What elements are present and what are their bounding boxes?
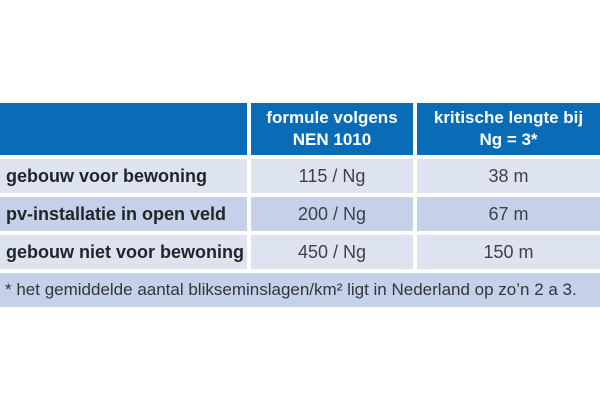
row-formula-value: 450 / Ng	[251, 235, 413, 269]
header-cell-critical-length: kritische lengte bij Ng = 3*	[417, 103, 600, 155]
header-cell-corner	[0, 103, 247, 155]
row-formula-value: 200 / Ng	[251, 197, 413, 231]
row-length-value: 67 m	[417, 197, 600, 231]
row-length-value: 38 m	[417, 159, 600, 193]
row-label-pv-installatie: pv-installatie in open veld	[0, 197, 247, 231]
row-formula-value: 115 / Ng	[251, 159, 413, 193]
row-label-gebouw-niet-voor-bewoning: gebouw niet voor bewoning	[0, 235, 247, 269]
critical-length-table: formule volgens NEN 1010 kritische lengt…	[0, 103, 600, 307]
row-length-value: 150 m	[417, 235, 600, 269]
row-label-gebouw-voor-bewoning: gebouw voor bewoning	[0, 159, 247, 193]
header-cell-formula: formule volgens NEN 1010	[251, 103, 413, 155]
table-footnote: * het gemiddelde aantal blikseminslagen/…	[0, 273, 600, 307]
